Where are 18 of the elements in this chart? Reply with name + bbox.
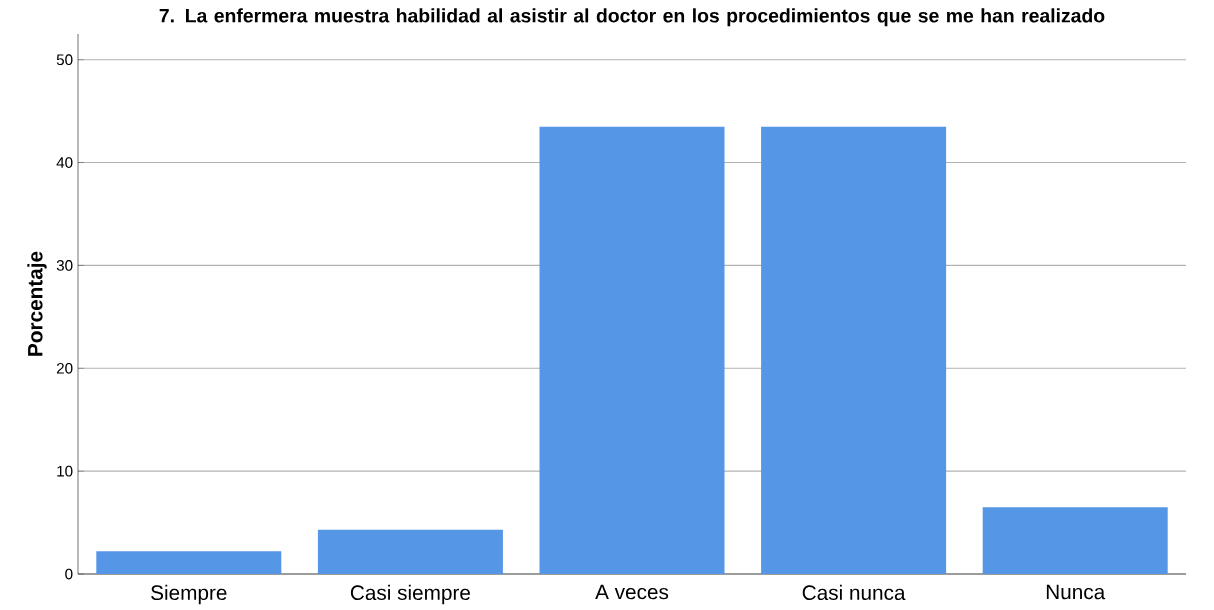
bar (317, 529, 503, 574)
x-tick-label: Siempre (151, 584, 227, 605)
bar (96, 551, 282, 574)
bar (761, 126, 947, 574)
chart-title: 7. La enfermera muestra habilidad al asistir al doctor en los procedimientos que se me han realizado (159, 8, 1105, 27)
x-tick-label: Casi siempre (350, 584, 470, 605)
y-tick-label: 20 (56, 362, 73, 374)
y-axis-title: Porcentaje (27, 251, 47, 356)
bar (982, 507, 1168, 574)
y-tick-label: 30 (56, 260, 73, 271)
y-tick-label: 50 (56, 54, 73, 66)
x-tick-label: Casi nunca (802, 584, 906, 601)
y-tick-label: 40 (56, 157, 73, 168)
y-tick-label: 0 (65, 568, 73, 580)
y-tick-label: 10 (57, 465, 73, 477)
x-tick-label: Nunca (1046, 584, 1106, 600)
x-tick-label: A veces (595, 584, 669, 600)
bar (539, 126, 725, 574)
